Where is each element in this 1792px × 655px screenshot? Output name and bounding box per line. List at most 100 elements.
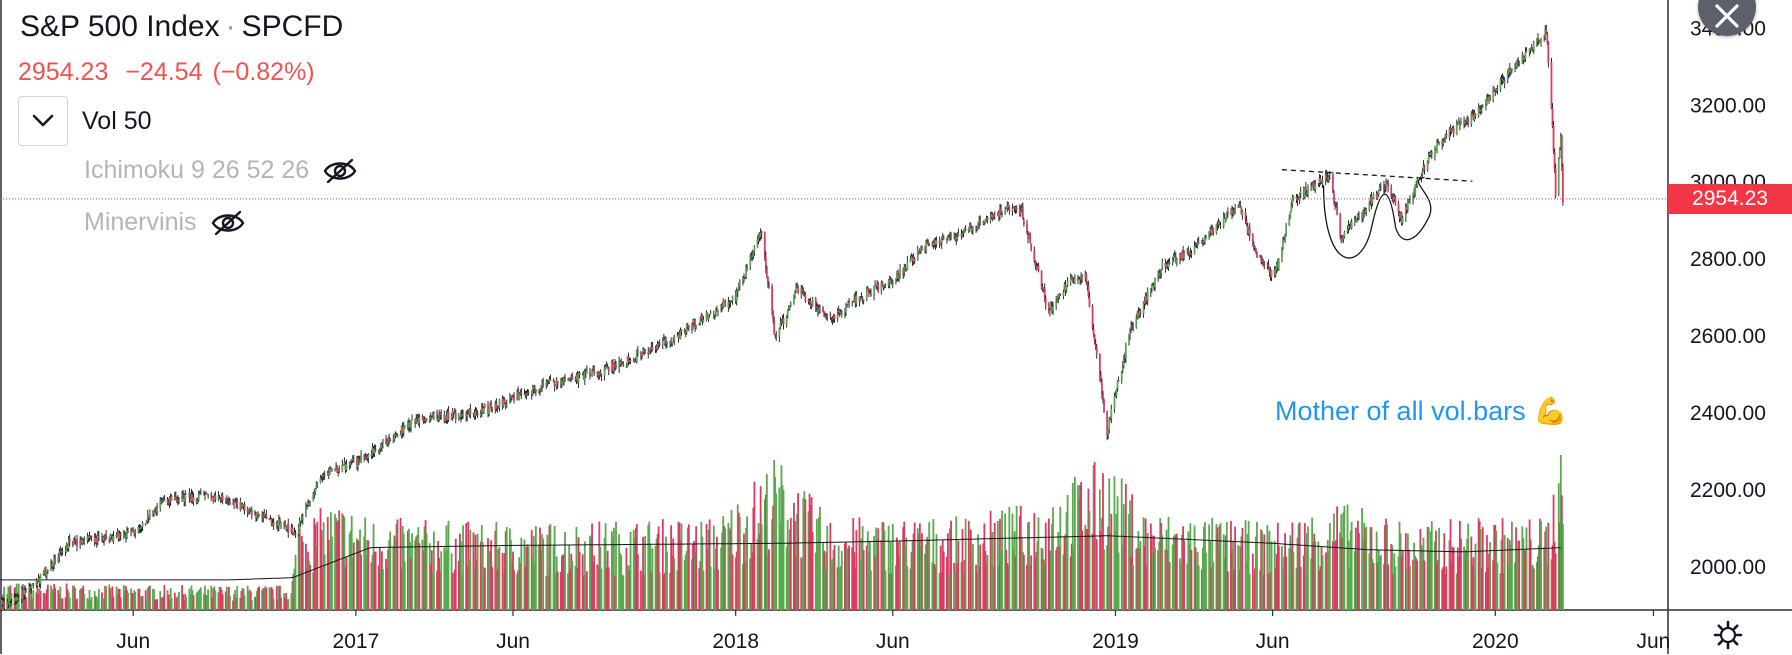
candle-body [1421,171,1424,175]
volume-bar [1393,553,1396,610]
volume-bar [1348,568,1351,610]
candle-body [700,315,703,319]
candle-body [30,585,33,589]
candle-body [1474,113,1477,117]
candle-body [534,389,537,392]
candle-body [1473,112,1476,120]
candle-body [1239,204,1242,206]
volume-bar [502,573,505,610]
volume-bar [837,545,840,610]
candle-body [984,218,987,224]
volume-bar [1292,552,1295,610]
volume-bar [793,502,795,610]
candle-body [1266,263,1269,265]
candle-body [510,395,512,398]
volume-bar [177,596,179,610]
volume-bar [1152,555,1154,610]
candle-body [925,241,927,251]
candle-body [87,535,90,539]
volume-bar [752,507,755,610]
candle-body [888,279,891,284]
volume-bar [1299,566,1302,610]
symbol-title[interactable]: S&P 500 Index · SPCFD [20,10,343,44]
text-annotation[interactable]: Mother of all vol.bars 💪 [1275,395,1567,427]
candle-body [1515,64,1517,67]
volume-bar [686,527,689,610]
candle-body [240,503,243,508]
volume-bar [101,592,103,610]
candle-body [343,462,346,465]
candle-body [961,233,964,237]
price-axis[interactable]: 2000.002200.002400.002600.002800.003000.… [1690,17,1766,578]
candle-body [687,325,690,328]
volume-bar [32,590,35,610]
volume-bar [60,598,63,610]
indicator-row-vol[interactable]: Vol 50 [18,96,166,146]
candle-body [679,330,682,340]
candle-body [1511,69,1513,71]
candle-body [686,325,689,327]
volume-bar [511,561,513,610]
eye-off-icon[interactable] [323,157,357,185]
volume-bar [804,499,807,610]
indicator-row-ichimoku[interactable]: Ichimoku 9 26 52 26 [84,156,357,185]
volume-bar [1072,546,1075,610]
volume-bar [1421,548,1424,610]
candle-body [596,372,599,375]
candle-body [803,294,806,296]
indicator-row-minervinis[interactable]: Minervinis [84,208,245,237]
candle-body [957,233,960,236]
candle-body [1117,380,1120,382]
volume-bar [552,546,555,610]
candle-body [287,523,290,533]
volume-bar [824,570,827,610]
volume-bar [1008,507,1011,610]
volume-bar [1473,569,1476,610]
candle-body [1093,334,1096,343]
candle-body [862,299,865,301]
chart-drawings[interactable] [1281,169,1473,259]
candle-body [1361,215,1363,219]
candle-body [1398,212,1401,219]
volume-bar [1436,563,1438,610]
candle-body [1310,187,1312,189]
volume-bar [1559,455,1562,610]
candle-body [1486,97,1488,104]
candle-body [518,393,521,401]
candle-body [331,468,333,472]
candle-body [445,415,448,420]
volume-bar [1339,532,1342,610]
volume-bar [751,552,754,610]
volume-bar [692,543,694,610]
candle-body [1142,302,1145,314]
candle-body [1080,273,1083,280]
collapse-indicators-button[interactable] [18,96,68,146]
candle-body [1392,197,1395,201]
volume-bar [217,592,220,610]
candle-body [467,413,470,415]
time-axis[interactable]: Jun 2017 Jun 2018 Jun 2019 Jun 2020 Jun [116,610,1670,653]
volume-bar [1230,520,1232,610]
volume-bar [705,523,708,610]
candle-body [1200,240,1203,243]
candle-body [437,417,439,420]
volume-bar [235,597,238,610]
volume-bar [519,563,522,610]
settings-button[interactable] [1713,620,1743,655]
eye-off-icon[interactable] [211,209,245,237]
candle-body [94,537,97,543]
volume-bar [765,473,768,610]
volume-bar [607,567,610,610]
volume-bar [141,596,144,610]
candle-body [591,369,593,377]
last-price: 2954.23 [18,58,109,86]
volume-bar [576,567,579,610]
candle-body [494,403,497,410]
candle-body [1232,210,1234,214]
volume-bar [881,521,884,610]
candle-body [1525,51,1528,53]
candle-body [752,251,755,256]
volume-bar [1238,569,1241,610]
volume-bar [1138,548,1141,610]
